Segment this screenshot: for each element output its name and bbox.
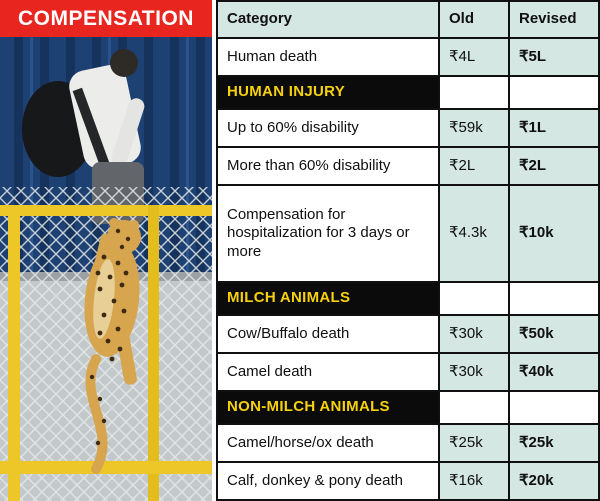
table-row: Camel death ₹30k ₹40k	[218, 352, 598, 390]
revised-value-cell: ₹1L	[508, 110, 598, 146]
category-cell: Camel/horse/ox death	[218, 425, 438, 461]
table-row: More than 60% disability ₹2L ₹2L	[218, 146, 598, 184]
section-label: MILCH ANIMALS	[218, 283, 438, 314]
old-value-cell: ₹4.3k	[438, 186, 508, 281]
table-row: Cow/Buffalo death ₹30k ₹50k	[218, 314, 598, 352]
left-column: COMPENSATION	[0, 0, 212, 501]
column-header-old: Old	[438, 2, 508, 37]
revised-value-cell: ₹20k	[508, 463, 598, 499]
old-value-cell: ₹30k	[438, 316, 508, 352]
empty-cell	[438, 283, 508, 314]
revised-value-cell: ₹25k	[508, 425, 598, 461]
category-cell: Calf, donkey & pony death	[218, 463, 438, 499]
title-banner: COMPENSATION	[0, 0, 212, 37]
page-title: COMPENSATION	[18, 6, 194, 30]
yellow-fence-frame	[0, 205, 212, 501]
revised-value-cell: ₹5L	[508, 39, 598, 75]
section-row: HUMAN INJURY	[218, 75, 598, 108]
revised-value-cell: ₹40k	[508, 354, 598, 390]
section-row: NON-MILCH ANIMALS	[218, 390, 598, 423]
empty-cell	[508, 392, 598, 423]
photo-panel	[0, 37, 212, 501]
old-value-cell: ₹59k	[438, 110, 508, 146]
old-value-cell: ₹4L	[438, 39, 508, 75]
old-value-cell: ₹30k	[438, 354, 508, 390]
category-cell: More than 60% disability	[218, 148, 438, 184]
table-row: Calf, donkey & pony death ₹16k ₹20k	[218, 461, 598, 499]
section-label: NON-MILCH ANIMALS	[218, 392, 438, 423]
compensation-table: Category Old Revised Human death ₹4L ₹5L…	[216, 0, 600, 501]
leopard-figure	[84, 218, 141, 474]
empty-cell	[438, 392, 508, 423]
category-cell: Up to 60% disability	[218, 110, 438, 146]
category-cell: Camel death	[218, 354, 438, 390]
column-header-revised: Revised	[508, 2, 598, 37]
revised-value-cell: ₹50k	[508, 316, 598, 352]
empty-cell	[438, 77, 508, 108]
table-header-row: Category Old Revised	[218, 2, 598, 37]
leopard-fence-photo	[0, 37, 212, 501]
category-cell: Compensation for hospitalization for 3 d…	[218, 186, 438, 281]
old-value-cell: ₹25k	[438, 425, 508, 461]
leopard-spots	[89, 228, 131, 446]
table-row: Camel/horse/ox death ₹25k ₹25k	[218, 423, 598, 461]
column-header-category: Category	[218, 2, 438, 37]
revised-value-cell: ₹2L	[508, 148, 598, 184]
revised-value-cell: ₹10k	[508, 186, 598, 281]
empty-cell	[508, 283, 598, 314]
old-value-cell: ₹2L	[438, 148, 508, 184]
empty-cell	[508, 77, 598, 108]
category-cell: Cow/Buffalo death	[218, 316, 438, 352]
section-label: HUMAN INJURY	[218, 77, 438, 108]
old-value-cell: ₹16k	[438, 463, 508, 499]
table-row: Compensation for hospitalization for 3 d…	[218, 184, 598, 281]
table-row: Up to 60% disability ₹59k ₹1L	[218, 108, 598, 146]
category-cell: Human death	[218, 39, 438, 75]
table-row: Human death ₹4L ₹5L	[218, 37, 598, 75]
section-row: MILCH ANIMALS	[218, 281, 598, 314]
